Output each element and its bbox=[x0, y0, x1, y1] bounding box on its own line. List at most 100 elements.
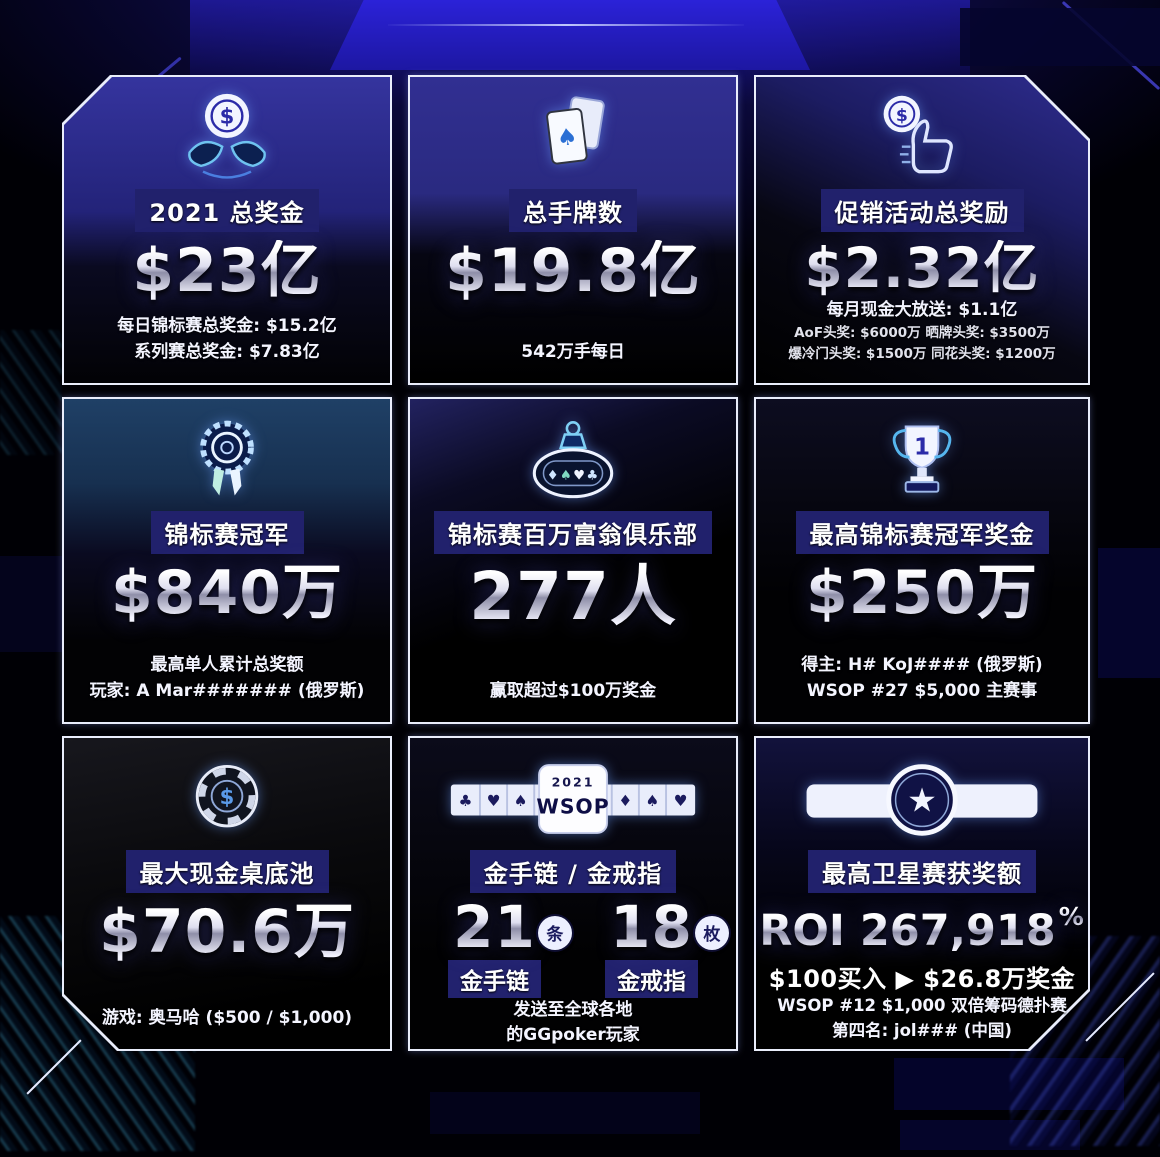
background-blotch bbox=[430, 1092, 700, 1134]
background-blotch bbox=[900, 1120, 1080, 1150]
background-blotch bbox=[0, 556, 70, 652]
detail-line: 得主: H# KoJ#### (俄罗斯) bbox=[801, 655, 1043, 675]
card-title: 促销活动总奖励 bbox=[821, 189, 1024, 232]
background-blotch bbox=[1098, 548, 1160, 678]
poker-chip-icon: $ bbox=[177, 750, 277, 850]
detail-line: 每月现金大放送: $1.1亿 bbox=[826, 299, 1018, 320]
card-value: $2.32亿 bbox=[804, 236, 1040, 300]
spade-glyph: ♠ bbox=[514, 792, 528, 810]
stat-card-total-prize: $ 2021 总奖金 $23亿 每日锦标赛总奖金: $15.2亿 系列赛总奖金:… bbox=[62, 75, 392, 385]
bracelet-count: 21 bbox=[453, 893, 536, 961]
card-title: 2021 总奖金 bbox=[135, 189, 319, 232]
club-glyph: ♣ bbox=[586, 468, 598, 483]
card-title: 最高卫星赛获奖额 bbox=[808, 850, 1036, 893]
card-details: 发送至全球各地 的GGpoker玩家 bbox=[506, 998, 640, 1049]
dollar-glyph: $ bbox=[220, 104, 235, 129]
detail-line: 系列赛总奖金: $7.83亿 bbox=[134, 341, 320, 362]
card-details: 最高单人累计总奖额 玩家: A Mar####### (俄罗斯) bbox=[90, 653, 365, 704]
roi-subvalue: $100买入 ▶ $26.8万奖金 bbox=[768, 965, 1076, 994]
heart-glyph: ♥ bbox=[674, 792, 688, 810]
diamond-glyph: ♦ bbox=[547, 468, 559, 483]
card-details: 得主: H# KoJ#### (俄罗斯) WSOP #27 $5,000 主赛事 bbox=[801, 653, 1042, 704]
award-medal-icon bbox=[177, 411, 277, 511]
bracelet-ring-counts: 21 条 金手链 18 枚 金戒指 bbox=[448, 893, 729, 998]
playing-cards-icon: ♠ bbox=[523, 89, 623, 189]
bracelet-count-group: 21 条 金手链 bbox=[448, 893, 572, 998]
ring-label: 金戒指 bbox=[605, 959, 698, 998]
detail-line: 每日锦标赛总奖金: $15.2亿 bbox=[117, 316, 337, 336]
portal-shape bbox=[330, 0, 810, 70]
ring-unit-badge: 枚 bbox=[694, 915, 729, 950]
background-blotch bbox=[960, 8, 1160, 66]
dollar-glyph: $ bbox=[220, 784, 235, 809]
stat-card-promo-rewards: $ 促销活动总奖励 $2.32亿 每月现金大放送: $1.1亿 AoF头奖: $… bbox=[754, 75, 1090, 385]
card-details: WSOP #12 $1,000 双倍筹码德扑赛 第四名: jol### (中国) bbox=[777, 994, 1066, 1044]
card-details: 每月现金大放送: $1.1亿 AoF头奖: $6000万 晒牌头奖: $3500… bbox=[788, 298, 1055, 365]
dollar-glyph: $ bbox=[896, 106, 908, 126]
ring-count-group: 18 枚 金戒指 bbox=[605, 893, 729, 998]
spade-glyph: ♠ bbox=[555, 124, 579, 152]
star-belt-icon: ★ bbox=[804, 750, 1040, 850]
detail-line: 发送至全球各地 bbox=[513, 999, 633, 1020]
card-value: $23亿 bbox=[132, 236, 322, 306]
trophy-number: 1 bbox=[914, 434, 930, 460]
trophy-icon: 1 bbox=[872, 411, 972, 511]
spade-glyph: ♠ bbox=[560, 468, 572, 483]
stat-card-tournament-champion: 锦标赛冠军 $840万 最高单人累计总奖额 玩家: A Mar####### (… bbox=[62, 397, 392, 724]
detail-line: 542万手每日 bbox=[521, 341, 625, 362]
coin-thumbs-up-icon: $ bbox=[867, 89, 977, 189]
card-title: 锦标赛冠军 bbox=[150, 511, 304, 554]
bracelet-unit-badge: 条 bbox=[537, 915, 572, 950]
stat-card-grid: $ 2021 总奖金 $23亿 每日锦标赛总奖金: $15.2亿 系列赛总奖金:… bbox=[62, 75, 1090, 1051]
ring-count: 18 bbox=[610, 893, 693, 961]
stat-card-millionaire-club: ♦ ♠ ♥ ♣ 锦标赛百万富翁俱乐部 277人 赢取超过$100万奖金 bbox=[408, 397, 738, 724]
card-value: $250万 bbox=[806, 558, 1038, 628]
card-title: 总手牌数 bbox=[509, 189, 637, 232]
card-value: 277人 bbox=[469, 558, 677, 635]
roi-value-line: ROI 267,918 % bbox=[759, 901, 1085, 954]
background-blotch bbox=[894, 1058, 1124, 1110]
detail-line: 第四名: jol### (中国) bbox=[832, 1020, 1012, 1040]
light-streaks-left-upper bbox=[0, 330, 62, 455]
wsop-belt-icon: ♣ ♥ ♠ ♦ ♠ ♥ 2021 WSOP bbox=[447, 750, 699, 850]
belt-brand: WSOP bbox=[536, 795, 609, 819]
card-title: 最高锦标赛冠军奖金 bbox=[795, 511, 1049, 554]
stat-card-top-tournament-prize: 1 最高锦标赛冠军奖金 $250万 得主: H# KoJ#### (俄罗斯) W… bbox=[754, 397, 1090, 724]
spade-glyph: ♠ bbox=[646, 792, 660, 810]
detail-line: 游戏: 奥马哈 ($500 / $1,000) bbox=[101, 1007, 353, 1028]
card-value: $19.8亿 bbox=[445, 236, 701, 306]
diamond-glyph: ♦ bbox=[618, 792, 632, 810]
detail-line: WSOP #12 $1,000 双倍筹码德扑赛 bbox=[777, 996, 1067, 1016]
club-glyph: ♣ bbox=[458, 792, 472, 810]
detail-line: 赢取超过$100万奖金 bbox=[489, 680, 657, 701]
card-details: 赢取超过$100万奖金 bbox=[490, 679, 656, 705]
roi-percent-sign: % bbox=[1058, 902, 1085, 931]
hands-coin-icon: $ bbox=[172, 89, 282, 189]
detail-line: 的GGpoker玩家 bbox=[506, 1025, 640, 1046]
card-title: 金手链 / 金戒指 bbox=[469, 850, 677, 893]
stat-card-biggest-cash-pot: $ 最大现金桌底池 $70.6万 游戏: 奥马哈 ($500 / $1,000) bbox=[62, 736, 392, 1051]
bracelet-label: 金手链 bbox=[448, 959, 541, 998]
heart-glyph: ♥ bbox=[487, 792, 501, 810]
card-value: $70.6万 bbox=[99, 897, 355, 967]
detail-line: 最高单人累计总奖额 bbox=[150, 655, 304, 675]
card-value: $840万 bbox=[111, 558, 343, 628]
detail-line: 玩家: A Mar####### (俄罗斯) bbox=[89, 680, 365, 701]
portal-top-line bbox=[388, 24, 744, 26]
card-title: 最大现金桌底池 bbox=[126, 850, 329, 893]
star-glyph: ★ bbox=[907, 781, 937, 820]
detail-line: AoF头奖: $6000万 晒牌头奖: $3500万 bbox=[794, 325, 1050, 342]
detail-line: 爆冷门头奖: $1500万 同花头奖: $1200万 bbox=[788, 346, 1056, 363]
heart-glyph: ♥ bbox=[573, 468, 585, 483]
belt-year: 2021 bbox=[552, 774, 595, 789]
suits-pendant-icon: ♦ ♠ ♥ ♣ bbox=[517, 411, 629, 511]
card-details: 每日锦标赛总奖金: $15.2亿 系列赛总奖金: $7.83亿 bbox=[117, 314, 337, 365]
roi-value: ROI 267,918 bbox=[759, 906, 1056, 956]
stat-card-bracelets-rings: ♣ ♥ ♠ ♦ ♠ ♥ 2021 WSOP 金手链 / 金戒指 bbox=[408, 736, 738, 1051]
card-details: 游戏: 奥马哈 ($500 / $1,000) bbox=[102, 1006, 352, 1032]
card-title: 锦标赛百万富翁俱乐部 bbox=[434, 511, 712, 554]
card-details: 542万手每日 bbox=[521, 340, 625, 366]
detail-line: WSOP #27 $5,000 主赛事 bbox=[806, 680, 1038, 701]
stat-card-top-satellite-roi: ★ 最高卫星赛获奖额 ROI 267,918 % $100买入 ▶ $26.8万… bbox=[754, 736, 1090, 1051]
